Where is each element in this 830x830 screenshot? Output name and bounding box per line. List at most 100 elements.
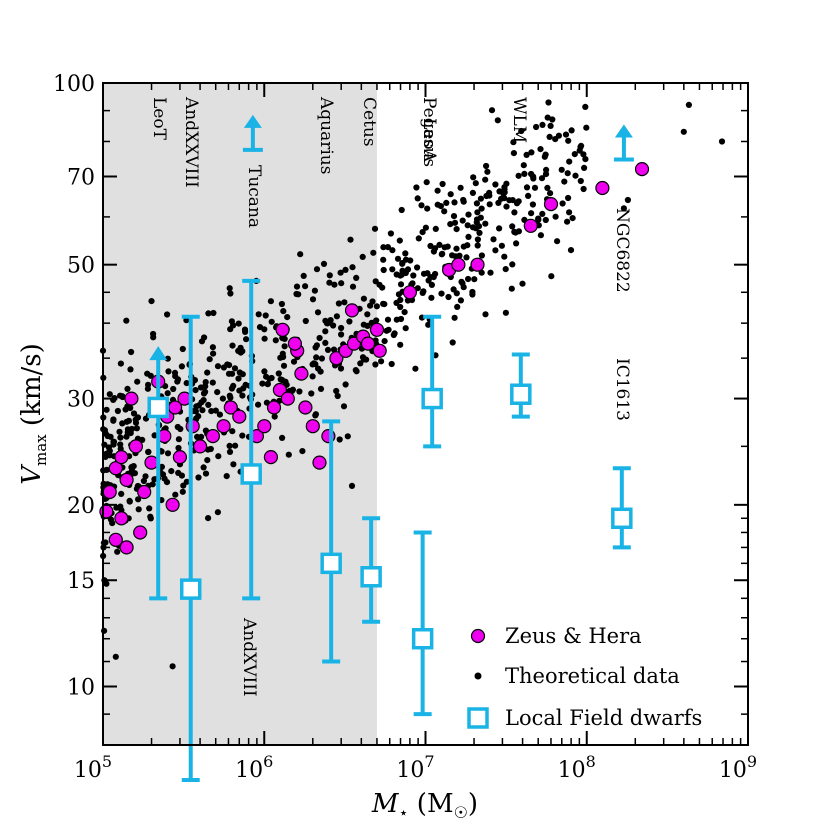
y-tick-label: 30 [67, 388, 95, 413]
theoretical-point [441, 208, 448, 215]
theoretical-point [226, 442, 233, 449]
theoretical-point [208, 408, 215, 415]
theoretical-point [552, 213, 559, 220]
theoretical-point [380, 266, 387, 274]
theoretical-point [564, 218, 571, 225]
theoretical-point [538, 175, 546, 182]
galaxy-label-leoa: LeoA [419, 118, 439, 163]
theoretical-point [380, 256, 387, 263]
theoretical-point [239, 392, 246, 399]
theoretical-point [393, 299, 400, 306]
theoretical-point [195, 402, 202, 409]
dwarf-point [240, 463, 262, 485]
theoretical-point [397, 341, 404, 348]
zeus-hera-point [232, 409, 247, 424]
theoretical-point [147, 372, 154, 379]
zeus-hera-point [344, 303, 360, 318]
theoretical-point [145, 448, 152, 455]
theoretical-point [422, 224, 429, 231]
theoretical-point [718, 138, 726, 145]
theoretical-point [158, 463, 165, 470]
theoretical-point [168, 468, 175, 475]
galaxy-label-andxviii: AndXVIII [239, 617, 259, 697]
dwarf-point [360, 566, 382, 588]
dwarf-limit-arrowhead [149, 346, 168, 361]
theoretical-point [381, 338, 388, 345]
theoretical-point [465, 233, 472, 240]
theoretical-point [359, 253, 366, 260]
theoretical-point [464, 242, 471, 249]
theoretical-point [685, 101, 693, 108]
theoretical-point [296, 388, 303, 395]
theoretical-point [330, 346, 338, 353]
galaxy-label-wlm: WLM [509, 97, 529, 143]
theoretical-point [389, 266, 396, 273]
theoretical-point [280, 362, 288, 369]
theoretical-point [515, 172, 522, 179]
theoretical-point [453, 226, 460, 233]
dwarf-point [411, 627, 434, 650]
theoretical-point [123, 418, 130, 425]
theoretical-point [509, 261, 516, 268]
theoretical-point [135, 496, 142, 503]
zeus-hera-point [360, 336, 376, 351]
theoretical-point [393, 271, 400, 278]
theoretical-point [335, 300, 342, 307]
theoretical-point [501, 184, 508, 191]
local-field-dwarf-points [147, 114, 634, 782]
axis-ticks: 105 106 107 108 109 10 15 20 30 50 70 100 [53, 72, 757, 783]
theoretical-point [415, 235, 422, 242]
theoretical-point [285, 451, 292, 458]
theoretical-point [549, 116, 556, 123]
galaxy-label-pegasus: Pegasus [419, 97, 439, 167]
zeus-hera-point [595, 180, 610, 196]
galaxy-label-leot: LeoT [149, 97, 169, 141]
theoretical-point [215, 453, 222, 460]
theoretical-point [210, 309, 217, 317]
theoretical-point [316, 334, 323, 342]
theoretical-point [449, 339, 456, 346]
theoretical-point [349, 283, 357, 290]
theoretical-point [483, 162, 490, 170]
theoretical-point [106, 391, 113, 398]
zeus-hera-point [329, 351, 344, 366]
theoretical-point [134, 378, 141, 385]
theoretical-point [438, 251, 445, 258]
theoretical-point [360, 356, 367, 363]
theoretical-point [174, 423, 181, 431]
zeus-hera-point [451, 257, 466, 272]
theoretical-point [537, 146, 544, 153]
theoretical-point [324, 346, 332, 353]
theoretical-point [388, 360, 395, 368]
theoretical-point [577, 177, 584, 185]
theoretical-point [418, 202, 425, 209]
theoretical-point [562, 131, 570, 138]
theoretical-point [279, 434, 286, 441]
theoretical-point [164, 311, 171, 318]
theoretical-point [373, 303, 380, 310]
dwarf-limit-arrowhead [614, 124, 633, 138]
zeus-hera-point [266, 400, 282, 415]
theoretical-point [293, 283, 301, 290]
zeus-hera-point [287, 336, 302, 351]
theoretical-point [179, 488, 186, 495]
theoretical-point [409, 280, 416, 287]
zeus-hera-point [193, 439, 208, 454]
theoretical-point [428, 281, 435, 288]
theoretical-point [456, 252, 463, 259]
theoretical-point [164, 355, 171, 362]
theoretical-point [169, 663, 176, 670]
theoretical-point [236, 387, 243, 394]
theoretical-point [126, 497, 133, 504]
theoretical-point [482, 176, 489, 183]
theoretical-point [384, 316, 392, 323]
theoretical-point [150, 330, 157, 338]
theoretical-point [565, 137, 572, 144]
theoretical-point [564, 170, 571, 177]
zeus-hera-point [294, 366, 309, 381]
theoretical-point [478, 252, 485, 259]
theoretical-point [520, 162, 527, 169]
theoretical-point [229, 428, 236, 435]
theoretical-point [134, 414, 142, 421]
